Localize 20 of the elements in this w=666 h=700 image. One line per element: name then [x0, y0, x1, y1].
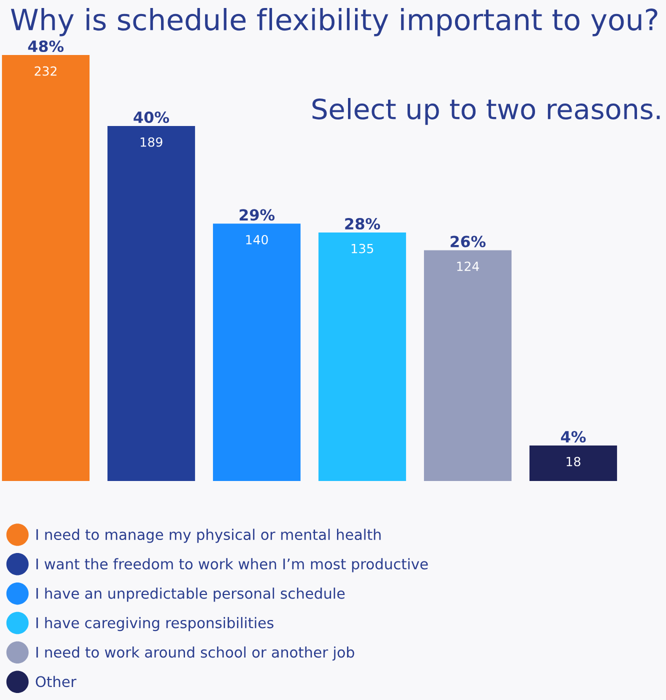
annotation: 18	[566, 456, 580, 466]
data-label: 4%	[560, 430, 586, 443]
data-label: 48%	[28, 40, 64, 52]
legend-label: I have an unpredictable personal schedule	[36, 588, 345, 602]
legend-label: I need to work around school or another job	[36, 646, 354, 661]
data-label: 26%	[450, 236, 486, 248]
annotation: 124	[457, 262, 479, 271]
annotation: 189	[140, 137, 162, 147]
legend-label: I have caregiving responsibilities	[36, 617, 274, 632]
annotation: 140	[246, 234, 268, 244]
legend-label: I need to manage my physical or mental health	[36, 528, 381, 543]
data-label: 40%	[134, 111, 170, 124]
annotation: 232	[34, 66, 56, 76]
data-label: 28%	[345, 218, 380, 230]
text: Select up to two reasons.	[312, 98, 660, 125]
legend-label: I want the freedom to work when I’m most productive	[36, 558, 428, 572]
data-label: 29%	[240, 209, 275, 221]
chart-title: Why is schedule flexibility important to you?	[10, 8, 658, 36]
annotation: 135	[352, 244, 374, 254]
legend-label: Other	[36, 676, 76, 688]
